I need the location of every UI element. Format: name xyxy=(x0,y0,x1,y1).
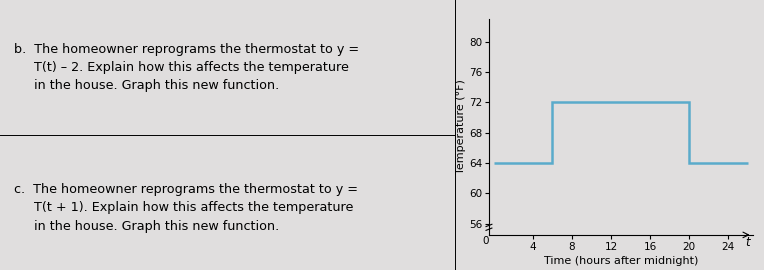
Text: c.  The homeowner reprograms the thermostat to y =
     T(t + 1). Explain how th: c. The homeowner reprograms the thermost… xyxy=(14,183,358,233)
Text: 0: 0 xyxy=(482,237,489,247)
X-axis label: Time (hours after midnight): Time (hours after midnight) xyxy=(543,256,698,266)
Text: b.  The homeowner reprograms the thermostat to y =
     T(t) – 2. Explain how th: b. The homeowner reprograms the thermost… xyxy=(14,42,359,93)
Text: t: t xyxy=(746,237,750,249)
Y-axis label: Temperature (°F): Temperature (°F) xyxy=(456,79,466,174)
